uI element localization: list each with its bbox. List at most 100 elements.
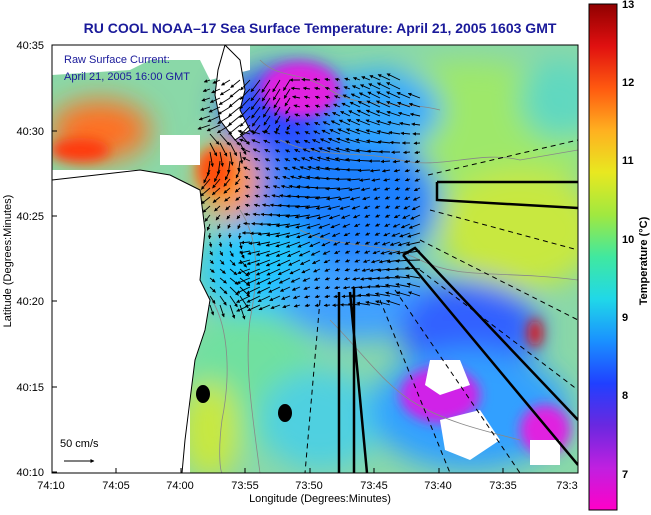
current-vector xyxy=(375,100,391,108)
current-vector xyxy=(365,223,371,227)
current-vector xyxy=(321,129,331,135)
current-vector xyxy=(324,276,331,281)
current-vector xyxy=(323,112,331,117)
current-vector xyxy=(273,176,281,180)
current-vector xyxy=(407,92,421,99)
current-vector xyxy=(272,88,281,101)
current-vector xyxy=(251,106,261,119)
current-vector xyxy=(356,301,371,306)
current-vector xyxy=(207,115,221,123)
current-vector xyxy=(261,130,271,135)
current-vector xyxy=(219,295,227,306)
y-tick-label: 40:25 xyxy=(16,211,44,223)
current-vector xyxy=(387,120,401,126)
current-vector xyxy=(375,300,391,306)
current-vector xyxy=(219,151,224,167)
current-vector xyxy=(373,241,381,245)
current-vector xyxy=(402,214,411,219)
current-vector xyxy=(253,203,261,208)
current-vector xyxy=(236,214,241,220)
current-vector xyxy=(362,196,371,201)
current-vector xyxy=(258,304,271,311)
current-vector xyxy=(285,232,301,239)
current-vector xyxy=(302,277,311,282)
current-vector xyxy=(374,292,391,297)
current-vector xyxy=(346,128,361,135)
current-vector xyxy=(292,295,301,300)
current-vector xyxy=(315,205,331,210)
current-vector xyxy=(244,203,251,208)
current-vector xyxy=(337,196,351,201)
current-vector xyxy=(324,285,331,290)
current-vector xyxy=(324,268,331,272)
current-vector xyxy=(285,223,301,229)
current-vector xyxy=(285,115,291,123)
current-vector xyxy=(374,232,381,236)
current-vector xyxy=(265,250,281,257)
current-vector xyxy=(239,268,249,277)
y-tick-label: 40:30 xyxy=(16,126,44,138)
current-vector xyxy=(316,156,331,162)
current-vectors xyxy=(197,73,421,320)
current-vector xyxy=(335,147,351,153)
current-vector xyxy=(239,88,251,100)
current-vector xyxy=(246,277,261,285)
current-vector xyxy=(314,86,321,91)
current-vector xyxy=(384,196,391,200)
current-vector xyxy=(286,124,291,131)
current-vector xyxy=(229,295,238,308)
current-vector xyxy=(342,223,351,228)
current-vector xyxy=(244,185,251,189)
x-tick-label: 74:10 xyxy=(37,480,65,492)
legend-line-1: Raw Surface Current: xyxy=(64,54,170,66)
current-vector xyxy=(389,241,401,246)
current-vector xyxy=(208,241,213,248)
current-vector xyxy=(304,104,311,109)
current-vector xyxy=(386,110,401,117)
current-vector xyxy=(303,139,311,144)
current-vector xyxy=(348,110,361,117)
current-vector xyxy=(229,304,236,319)
current-vector xyxy=(384,223,391,227)
current-vector xyxy=(314,294,321,299)
current-vector xyxy=(304,295,311,299)
current-vector xyxy=(275,223,291,228)
current-vector xyxy=(351,85,361,90)
current-vector xyxy=(358,92,371,99)
current-vector xyxy=(392,223,401,228)
current-vector xyxy=(341,294,351,299)
current-vector xyxy=(377,140,391,144)
current-vector xyxy=(336,187,351,191)
current-vector xyxy=(269,295,281,302)
current-vector xyxy=(345,137,361,144)
current-vector xyxy=(376,91,391,99)
current-vector xyxy=(215,214,221,221)
current-vector xyxy=(285,140,291,144)
current-vector xyxy=(254,167,261,171)
current-vector xyxy=(360,187,371,192)
current-vector xyxy=(255,259,271,266)
current-vector xyxy=(262,106,271,118)
current-vector xyxy=(292,95,301,99)
current-vector xyxy=(263,139,271,144)
current-vector xyxy=(251,139,261,144)
current-vector xyxy=(286,241,301,248)
current-vector xyxy=(364,214,371,218)
current-vector xyxy=(214,205,221,212)
current-vector xyxy=(352,76,361,81)
current-vector xyxy=(295,131,301,135)
current-vector xyxy=(369,75,381,81)
current-vector xyxy=(375,223,381,227)
current-vector xyxy=(314,303,321,308)
current-vector xyxy=(218,241,223,248)
current-vector xyxy=(252,148,261,153)
current-vector xyxy=(228,106,241,117)
current-vector xyxy=(237,232,242,240)
colorbar-tick-label: 10 xyxy=(622,234,635,246)
current-vector xyxy=(296,232,311,239)
current-vector xyxy=(219,304,225,318)
current-vector xyxy=(209,151,214,168)
current-vector xyxy=(366,100,381,108)
current-vector xyxy=(275,124,281,132)
